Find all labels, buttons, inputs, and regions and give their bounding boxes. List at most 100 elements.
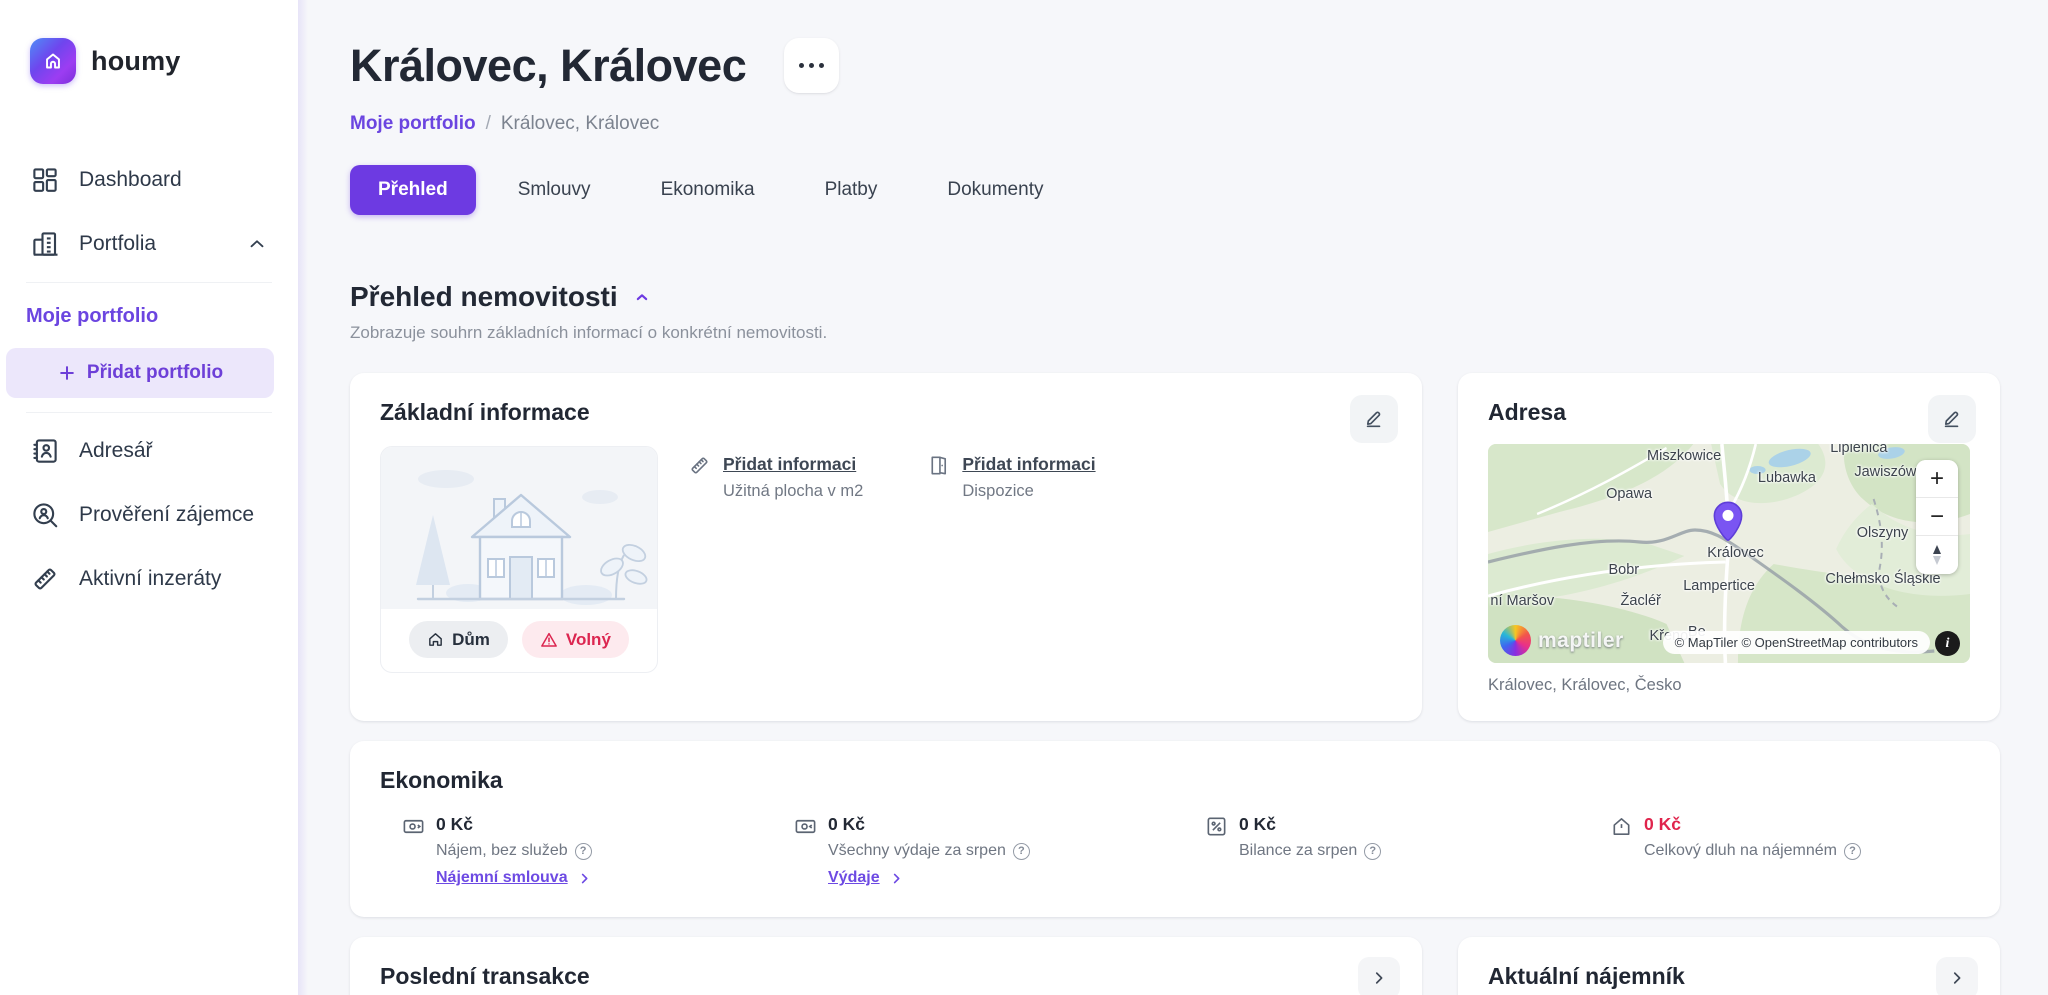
main-content: Královec, Královec Moje portfolio / Král…	[298, 0, 2048, 995]
compass-needle-icon	[1933, 545, 1941, 565]
property-type-badge: Dům	[409, 621, 508, 658]
sidebar-item-provereni-zajemce[interactable]: Prověření zájemce	[0, 483, 298, 547]
map[interactable]: Miszkowice Lipienica Jawiszów Lubawka Op…	[1488, 444, 1970, 663]
add-info-link-area[interactable]: Přidat informaci	[723, 454, 857, 474]
economy-item-rent: 0 Kč Nájem, bez služeb ? Nájemní smlouva	[402, 814, 794, 887]
open-tenant-button[interactable]	[1936, 957, 1978, 995]
map-place-label: Žacléř	[1620, 592, 1661, 609]
person-search-icon	[33, 503, 58, 528]
breadcrumb: Moje portfolio / Královec, Královec	[350, 113, 2000, 135]
pencil-icon	[1366, 411, 1381, 428]
sidebar-item-label: Portfolia	[79, 232, 157, 255]
help-icon[interactable]: ?	[574, 842, 592, 860]
house-illustration	[381, 447, 657, 609]
tab-platby[interactable]: Platby	[797, 165, 906, 215]
tab-prehled[interactable]: Přehled	[350, 165, 476, 215]
sidebar-item-adresar[interactable]: Adresář	[0, 419, 298, 483]
open-transactions-button[interactable]	[1358, 957, 1400, 995]
edit-basic-info-button[interactable]	[1350, 395, 1398, 443]
help-icon[interactable]: ?	[1364, 842, 1382, 860]
breadcrumb-parent-link[interactable]: Moje portfolio	[350, 113, 476, 134]
economy-item-expenses: 0 Kč Všechny výdaje za srpen ? Výdaje	[794, 814, 1205, 887]
add-info-link-layout[interactable]: Přidat informaci	[962, 454, 1096, 474]
rent-contract-link[interactable]: Nájemní smlouva	[436, 869, 568, 886]
breadcrumb-current: Královec, Královec	[500, 113, 660, 134]
address-card: Adresa	[1458, 373, 2000, 721]
map-place-label: Bobr	[1608, 562, 1640, 579]
sidebar-item-dashboard[interactable]: Dashboard	[0, 148, 298, 212]
zoom-in-button[interactable]: +	[1916, 460, 1958, 498]
transactions-title: Poslední transakce	[380, 963, 590, 989]
sidebar-item-portfolia[interactable]: Portfolia	[0, 212, 298, 276]
economy-value: 0 Kč	[828, 814, 865, 834]
chevron-right-icon	[1953, 972, 1961, 984]
map-place-label: Olszyny	[1856, 525, 1909, 542]
divider	[26, 282, 272, 283]
economy-value: 0 Kč	[436, 814, 473, 834]
add-info-area: Přidat informaci Užitná plocha v m2	[688, 454, 863, 673]
door-icon	[931, 456, 947, 475]
address-caption: Královec, Královec, Česko	[1488, 676, 1682, 694]
expenses-link[interactable]: Výdaje	[828, 869, 880, 886]
economy-label: Všechny výdaje za srpen	[828, 842, 1006, 859]
add-info-sublabel: Dispozice	[962, 482, 1034, 500]
edit-address-button[interactable]	[1928, 395, 1976, 443]
pencil-icon	[1944, 411, 1959, 428]
chevron-right-icon	[1375, 972, 1383, 984]
economy-item-balance: 0 Kč Bilance za srpen ?	[1205, 814, 1610, 887]
warning-triangle-icon	[541, 632, 557, 647]
add-info-layout: Přidat informaci Dispozice	[927, 454, 1096, 673]
dots-icon	[799, 63, 805, 68]
add-portfolio-label: Přidat portfolio	[86, 362, 224, 383]
transactions-card: Poslední transakce	[350, 937, 1422, 995]
sidebar-link-moje-portfolio[interactable]: Moje portfolio	[26, 305, 159, 327]
property-photo: Dům Volný	[380, 446, 658, 673]
map-info-button[interactable]: i	[1935, 631, 1960, 656]
chevron-right-icon	[581, 873, 588, 883]
tab-dokumenty[interactable]: Dokumenty	[919, 165, 1071, 215]
add-portfolio-button[interactable]: Přidat portfolio	[6, 348, 274, 398]
more-options-button[interactable]	[784, 38, 840, 93]
economy-value: 0 Kč	[1644, 814, 1681, 834]
help-icon[interactable]: ?	[1012, 842, 1030, 860]
tenant-title: Aktuální nájemník	[1488, 963, 1685, 989]
map-place-label: Miszkowice	[1647, 448, 1722, 465]
economy-card: Ekonomika 0 Kč Nájem, bez služeb ? Nájem…	[350, 741, 2000, 917]
economy-label: Nájem, bez služeb	[436, 842, 568, 859]
breadcrumb-separator: /	[485, 113, 491, 134]
address-title: Adresa	[1488, 399, 1566, 425]
balance-icon	[1207, 817, 1226, 836]
contact-book-icon	[33, 439, 57, 463]
brand-logo[interactable]: houmy	[0, 38, 298, 84]
map-place-label: Lubawka	[1757, 470, 1816, 487]
economy-label: Bilance za srpen	[1239, 842, 1358, 859]
compass-button[interactable]	[1916, 536, 1958, 574]
map-place-label: Opawa	[1606, 485, 1653, 502]
tab-ekonomika[interactable]: Ekonomika	[633, 165, 783, 215]
chevron-up-icon[interactable]	[246, 233, 268, 255]
sidebar-edge-divider	[298, 0, 308, 995]
sidebar-item-label: Dashboard	[79, 168, 182, 191]
help-icon[interactable]: ?	[1844, 842, 1861, 860]
zoom-out-button[interactable]: −	[1916, 498, 1958, 536]
sidebar: houmy Dashboard Portfolia Moje portfolio…	[0, 0, 308, 995]
map-attribution[interactable]: © MapTiler © OpenStreetMap contributors	[1662, 631, 1930, 654]
economy-value: 0 Kč	[1239, 814, 1276, 834]
economy-title: Ekonomika	[380, 767, 503, 793]
sidebar-item-label: Aktivní inzeráty	[79, 567, 222, 590]
tab-bar: Přehled Smlouvy Ekonomika Platby Dokumen…	[350, 165, 2000, 215]
map-marker-icon	[1712, 501, 1744, 543]
sidebar-item-aktivni-inzeraty[interactable]: Aktivní inzeráty	[0, 547, 298, 611]
plus-icon	[60, 366, 74, 380]
maptiler-logo[interactable]: maptiler	[1500, 625, 1624, 656]
page-title: Královec, Královec	[350, 39, 747, 91]
sidebar-item-label: Prověření zájemce	[79, 503, 255, 526]
add-info-sublabel: Užitná plocha v m2	[723, 482, 864, 500]
collapse-chevron-icon[interactable]	[632, 287, 652, 307]
ruler-icon	[691, 457, 708, 474]
map-place-label: ní Maršov	[1490, 592, 1555, 609]
map-place-label: Lampertice	[1683, 577, 1755, 594]
tab-smlouvy[interactable]: Smlouvy	[490, 165, 619, 215]
dashboard-icon	[33, 168, 57, 192]
basic-info-card: Základní informace	[350, 373, 1422, 721]
